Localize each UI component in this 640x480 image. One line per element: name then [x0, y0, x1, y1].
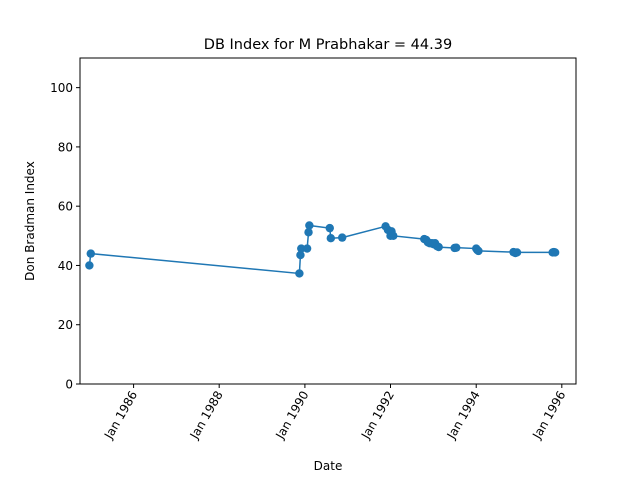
y-tick-label: 60: [58, 200, 73, 214]
x-tick-label: Jan 1994: [444, 389, 483, 443]
x-tick-label: Jan 1996: [529, 389, 568, 443]
data-point: [304, 228, 313, 237]
data-point: [474, 246, 483, 256]
data-point: [297, 244, 306, 253]
data-point: [295, 269, 304, 278]
data-point: [325, 223, 334, 233]
x-axis: Jan 1986 Jan 1988 Jan 1990 Jan 1992 Jan 1994…: [101, 384, 568, 442]
y-tick-label: 20: [58, 318, 73, 332]
x-tick-label: Jan 1986: [101, 389, 140, 443]
data-point: [86, 249, 95, 258]
data-point: [326, 233, 336, 243]
chart-title: DB Index for M Prabhakar = 44.39: [204, 37, 452, 53]
data-point: [550, 248, 560, 257]
y-axis: 0 20 40 60 80 100: [50, 81, 80, 392]
data-point: [337, 233, 347, 242]
x-axis-label: Date: [314, 459, 343, 473]
y-tick-label: 100: [50, 81, 73, 95]
data-point: [302, 244, 312, 253]
data-point: [434, 242, 443, 252]
data-point: [452, 243, 461, 252]
data-point: [305, 221, 314, 230]
y-tick-label: 0: [65, 378, 73, 392]
x-tick-label: Jan 1992: [358, 389, 397, 443]
x-tick-label: Jan 1990: [272, 389, 311, 443]
data-point: [512, 248, 522, 257]
y-tick-label: 40: [58, 259, 73, 273]
data-point: [296, 250, 305, 260]
series: [85, 221, 560, 278]
y-tick-label: 80: [58, 140, 73, 154]
data-point: [85, 261, 94, 270]
x-tick-label: Jan 1988: [187, 389, 226, 443]
plot-frame: [79, 57, 577, 385]
y-axis-label: Don Bradman Index: [23, 161, 37, 281]
data-point: [389, 231, 398, 241]
